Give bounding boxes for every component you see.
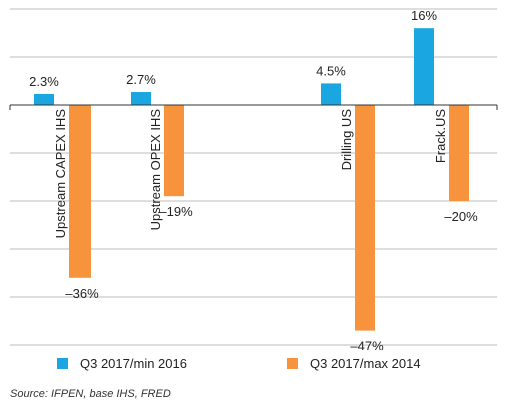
legend-item-series-1: Q3 2017/min 2016 [57,356,187,371]
value-labels: 2.3% –36% 2.7% –19% 4.5% –47% 16% –20% [29,8,478,350]
data-label-series-2: –20% [444,209,478,224]
category-label: Upstream OPEX IHS [148,109,163,231]
bar-series-2 [164,105,184,197]
legend: Q3 2017/min 2016 Q3 2017/max 2014 [0,356,509,376]
source-note: Source: IFPEN, base IHS, FRED [10,388,171,400]
gridlines [9,8,498,346]
category-label: Frack.US [433,109,448,164]
legend-item-series-2: Q3 2017/max 2014 [287,356,421,371]
bar-series-1 [321,83,341,105]
bar-series-1 [131,92,151,105]
data-label-series-1: 2.3% [29,74,59,89]
legend-swatch-series-2 [287,358,298,369]
data-label-series-2: –19% [159,204,193,219]
legend-label-series-2: Q3 2017/max 2014 [310,356,421,371]
legend-label-series-1: Q3 2017/min 2016 [80,356,187,371]
data-label-series-1: 2.7% [126,72,156,87]
category-label: Upstream CAPEX IHS [53,109,68,239]
data-label-series-1: 4.5% [316,63,346,78]
bar-chart: 2.3% –36% 2.7% –19% 4.5% –47% 16% –20% Upstream… [9,8,498,350]
bar-series-1 [414,28,434,106]
bar-series-2 [449,105,469,201]
bars [34,28,469,331]
data-label-series-2: –36% [65,286,99,301]
bar-series-2 [355,105,375,331]
data-label-series-1: 16% [411,8,437,23]
bar-series-2 [69,105,91,278]
bar-series-1 [34,93,54,105]
category-labels: Upstream CAPEX IHS Upstream OPEX IHS Drill… [53,109,448,239]
legend-swatch-series-1 [57,358,68,369]
category-label: Drilling US [339,109,354,171]
data-label-series-2: –47% [350,339,384,350]
